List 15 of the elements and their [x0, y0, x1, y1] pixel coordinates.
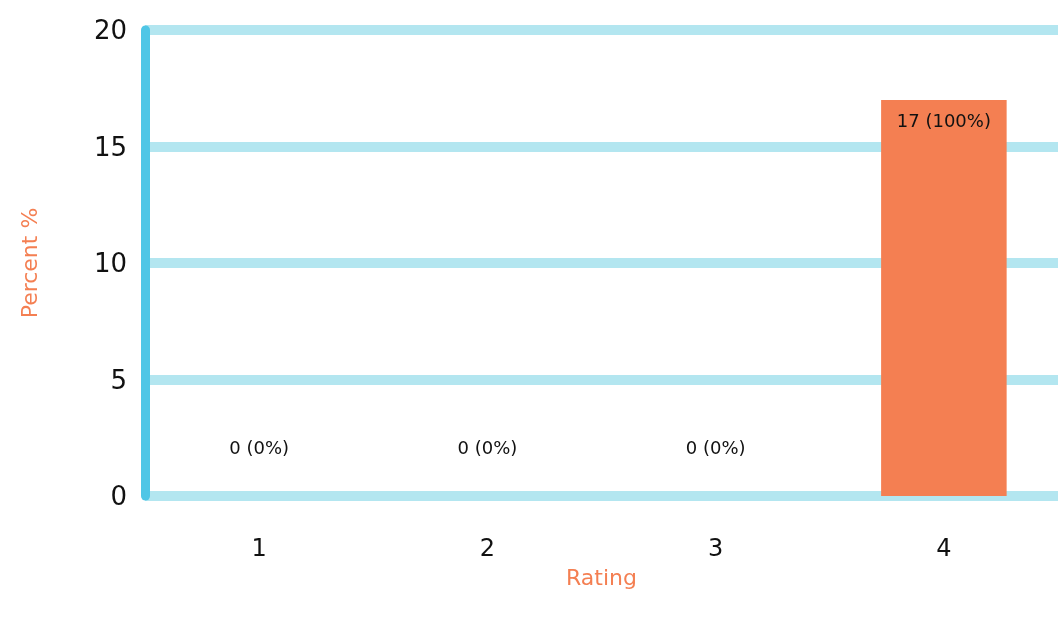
x-tick-label: 2 [479, 534, 496, 562]
x-axis-title: Rating [566, 564, 637, 590]
y-axis-title: Percent % [16, 207, 42, 319]
x-tick-label: 3 [707, 534, 724, 562]
y-tick-label: 5 [110, 364, 127, 395]
y-tick-label: 15 [93, 131, 127, 162]
y-tick-label: 20 [93, 15, 127, 45]
y-tick-label: 0 [110, 481, 127, 511]
data-label: 0 (0%) [229, 436, 290, 458]
x-tick-label: 1 [251, 534, 267, 562]
data-label: 0 (0%) [685, 436, 746, 458]
data-label: 17 (100%) [896, 110, 991, 132]
data-label: 0 (0%) [457, 436, 518, 458]
y-tick-label: 10 [93, 248, 127, 278]
x-tick-label: 4 [936, 534, 952, 562]
